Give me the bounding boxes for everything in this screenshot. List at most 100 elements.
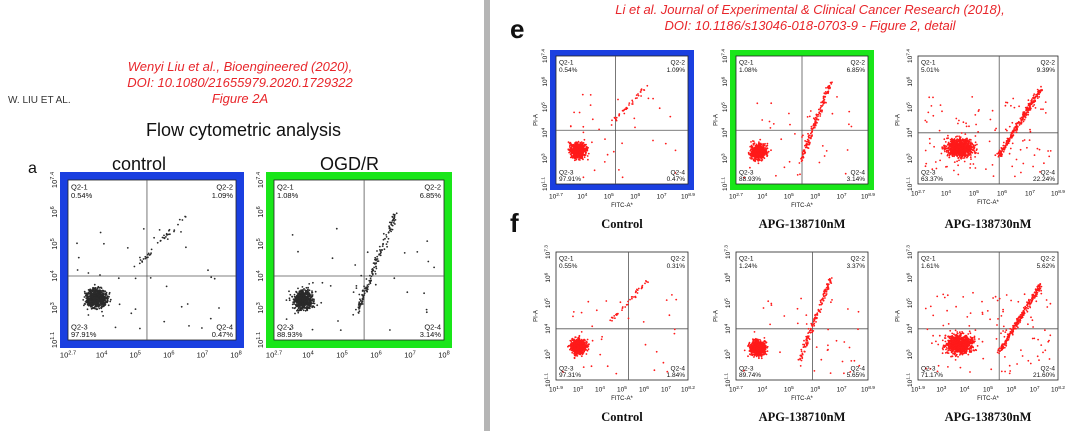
data-point [582, 158, 584, 161]
quadrant-value-q3: 97.91% [559, 176, 581, 183]
data-point [578, 148, 581, 151]
data-point [1031, 102, 1033, 104]
data-point [760, 152, 763, 155]
data-point [581, 149, 583, 152]
data-point [433, 266, 435, 269]
data-point [292, 301, 295, 303]
data-point [828, 87, 831, 90]
data-point [354, 264, 357, 266]
data-point [312, 298, 314, 301]
data-point [312, 302, 315, 305]
data-point [302, 297, 304, 300]
data-point [98, 305, 100, 308]
x-tick-label: 105 [129, 351, 140, 360]
data-point [587, 343, 589, 346]
data-point [388, 225, 390, 228]
data-point [960, 132, 963, 134]
data-point [83, 296, 86, 298]
data-point [126, 247, 129, 249]
data-point [104, 293, 107, 296]
quadrant-label-q4: Q2-4 [671, 170, 686, 177]
data-point [759, 159, 761, 161]
data-point [304, 289, 306, 292]
data-point [964, 142, 966, 144]
data-point [142, 258, 145, 260]
data-point [761, 159, 764, 161]
data-point [173, 229, 176, 231]
data-point [960, 143, 962, 146]
data-point [1009, 147, 1012, 150]
data-point [967, 140, 970, 143]
data-point [574, 150, 577, 153]
data-point [949, 149, 952, 152]
data-point [956, 149, 959, 152]
data-point [985, 168, 987, 170]
data-point [371, 272, 374, 274]
data-point [577, 140, 580, 143]
data-point [304, 309, 307, 312]
data-point [765, 148, 768, 151]
data-point [948, 156, 951, 159]
data-point [972, 144, 975, 147]
data-point [99, 301, 102, 304]
x-tick-label: 108.9 [1051, 189, 1065, 198]
data-point [385, 234, 388, 236]
data-point [108, 293, 111, 295]
data-point [87, 302, 90, 304]
data-point [567, 344, 570, 347]
data-point [1022, 140, 1024, 142]
data-point [950, 142, 952, 145]
data-point [361, 297, 364, 300]
y-tick-label: 105 [720, 102, 729, 112]
data-point [928, 96, 931, 99]
data-point [369, 281, 371, 284]
data-point [962, 157, 964, 159]
data-point [288, 299, 291, 302]
data-point [1047, 150, 1049, 152]
data-point [956, 142, 959, 145]
y-tick-label: 101.1 [256, 332, 265, 348]
data-point [647, 97, 650, 100]
data-point [969, 138, 971, 141]
data-point [294, 312, 296, 315]
data-point [947, 137, 950, 139]
quadrant-value-q3: 88.93% [739, 176, 761, 183]
data-point [352, 291, 355, 293]
data-point [815, 113, 818, 116]
data-point [380, 251, 382, 254]
data-point [1024, 112, 1027, 115]
data-point [390, 221, 392, 224]
data-point [361, 301, 363, 303]
scatter-plot-e-control: Q2-10.54%Q2-21.09%Q2-397.91%Q2-40.47%102… [534, 49, 696, 231]
y-tick-label: 101.1 [905, 177, 914, 191]
data-point [213, 277, 216, 280]
data-point [156, 241, 159, 244]
data-point [361, 303, 364, 305]
data-point [822, 104, 824, 106]
x-tick-label: 106 [630, 192, 640, 201]
data-point [84, 301, 87, 303]
data-point [935, 167, 938, 170]
left-figure-panel: W. LIU ET AL. Wenyi Liu et al., Bioengin… [0, 0, 484, 431]
data-point [954, 136, 957, 138]
data-point [373, 266, 375, 269]
data-point [1002, 148, 1005, 150]
data-point [382, 242, 384, 245]
data-point [580, 147, 582, 150]
data-point [582, 142, 585, 144]
data-point [964, 144, 966, 146]
data-point [218, 307, 220, 309]
y-tick-label: 105 [905, 102, 914, 112]
data-point [385, 243, 388, 245]
data-point [587, 348, 590, 351]
data-point [1023, 118, 1026, 121]
data-point [382, 238, 385, 241]
data-point [366, 284, 369, 286]
data-point [139, 256, 141, 259]
data-point [628, 104, 630, 106]
data-point [311, 328, 314, 331]
data-point [569, 148, 572, 150]
data-point [998, 154, 1000, 157]
data-point [285, 299, 288, 301]
data-point [368, 279, 371, 282]
